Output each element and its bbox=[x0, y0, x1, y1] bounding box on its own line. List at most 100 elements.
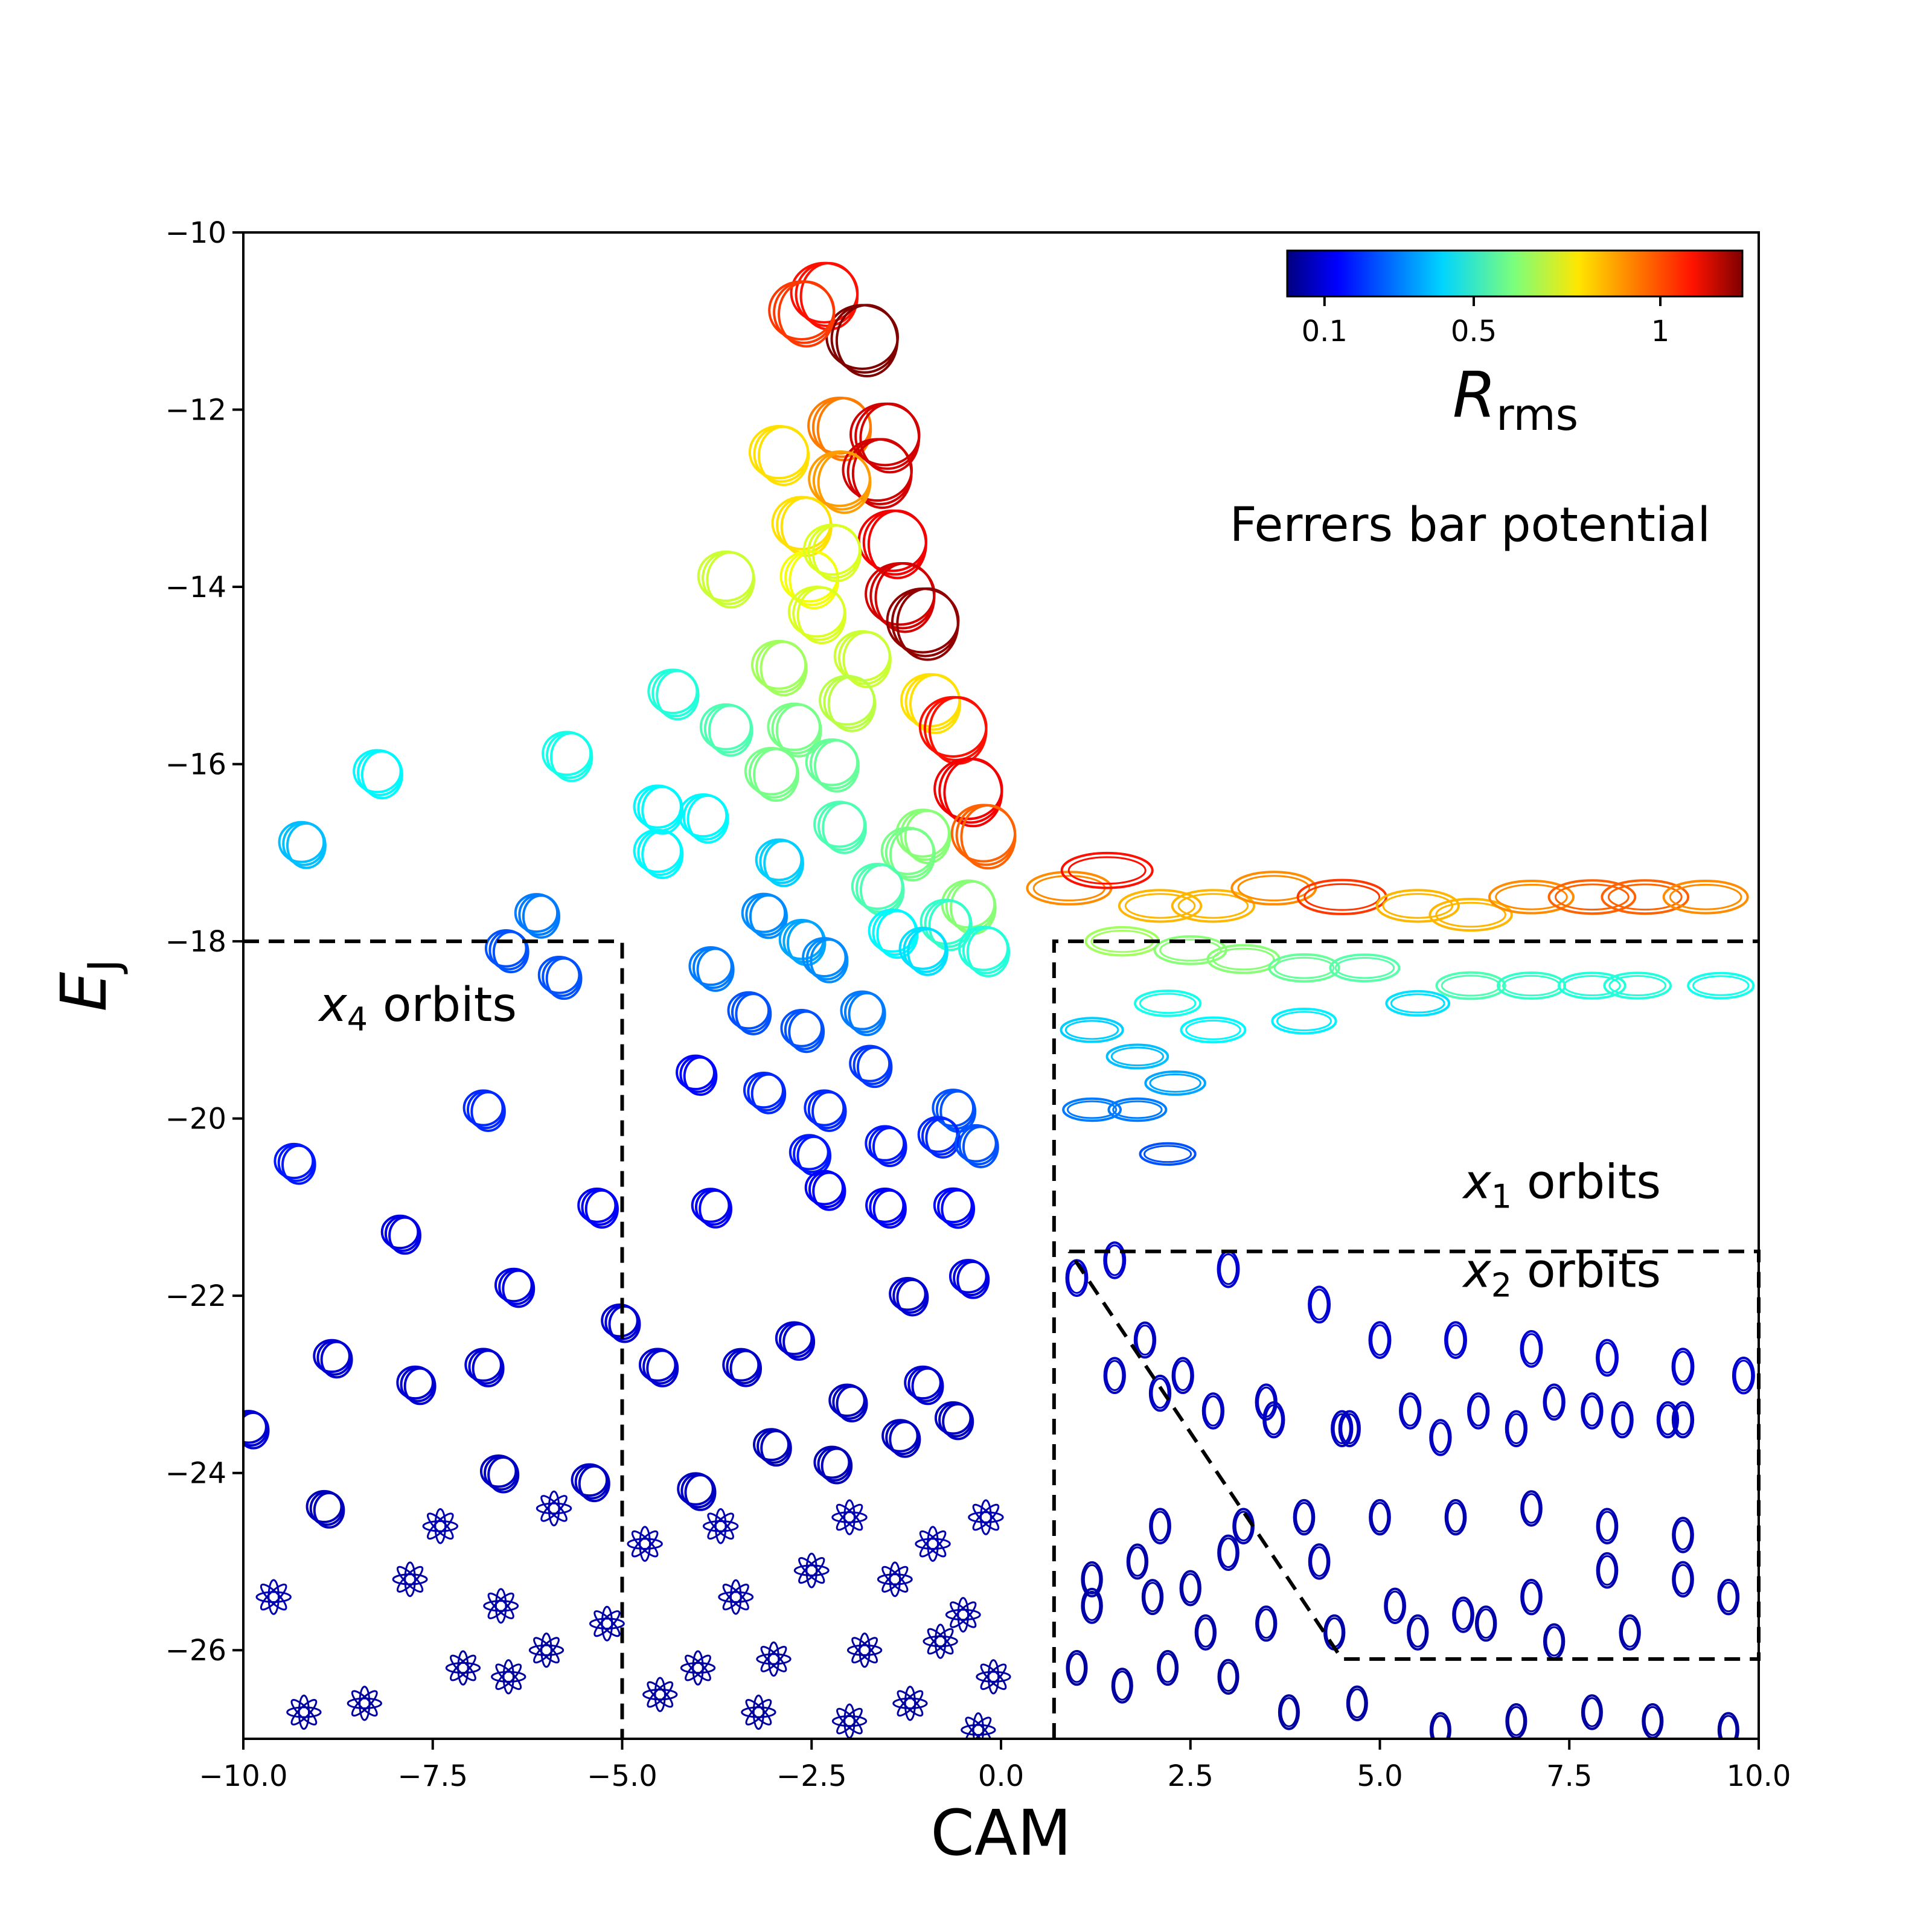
orbit-point bbox=[1717, 1578, 1740, 1616]
orbit-point bbox=[898, 926, 948, 976]
orbit-point bbox=[968, 1499, 1004, 1535]
region-label-var: x bbox=[1462, 1156, 1492, 1210]
orbit-point bbox=[849, 402, 921, 474]
y-tick-label: −20 bbox=[165, 1102, 226, 1136]
orbit-point bbox=[537, 956, 583, 1000]
orbit-point bbox=[445, 1650, 481, 1686]
orbit-point bbox=[542, 731, 593, 782]
orbit-point bbox=[819, 674, 877, 732]
orbit-point bbox=[1467, 1392, 1490, 1430]
orbit-point bbox=[1194, 1614, 1217, 1651]
orbit-point bbox=[396, 1365, 437, 1406]
orbit-point bbox=[1435, 971, 1506, 1000]
y-tick-label: −22 bbox=[165, 1279, 226, 1313]
x-tick-label: 10.0 bbox=[1727, 1759, 1791, 1793]
orbit-point bbox=[945, 1597, 981, 1633]
x-tick-label: −10.0 bbox=[199, 1759, 287, 1793]
orbit-point bbox=[1111, 1668, 1133, 1704]
orbit-point bbox=[1672, 1561, 1694, 1598]
y-axis-label-sub: J bbox=[78, 959, 129, 974]
orbit-point bbox=[828, 1383, 868, 1423]
orbit-point bbox=[842, 438, 913, 510]
colorbar-ticks: 0.1 0.5 1 bbox=[1302, 296, 1670, 348]
region-label: x4 orbits bbox=[318, 978, 517, 1038]
orbit-point bbox=[1134, 990, 1202, 1017]
orbit-point bbox=[1144, 1070, 1206, 1096]
orbit-point bbox=[793, 1552, 830, 1588]
orbit-point bbox=[1596, 1339, 1619, 1377]
orbit-point bbox=[1139, 1142, 1197, 1166]
orbit-point bbox=[1520, 1490, 1543, 1527]
orbit-point bbox=[577, 1187, 619, 1229]
orbit-point bbox=[1429, 1419, 1452, 1456]
orbit-point bbox=[1308, 1285, 1331, 1324]
orbit-point bbox=[1596, 1552, 1619, 1589]
y-tick-label: −14 bbox=[165, 571, 226, 604]
orbit-point bbox=[1452, 1596, 1474, 1633]
orbit-point bbox=[976, 1659, 1011, 1695]
region-label: x1 orbits bbox=[1462, 1156, 1662, 1216]
orbit-point bbox=[780, 1009, 825, 1054]
orbit-point bbox=[491, 1659, 526, 1695]
orbit-point bbox=[1103, 1241, 1127, 1279]
orbit-point bbox=[699, 703, 753, 757]
orbit-point bbox=[1308, 1543, 1331, 1580]
region-label-text: orbits bbox=[1512, 1244, 1661, 1299]
orbit-point bbox=[933, 757, 1003, 828]
orbit-point bbox=[1081, 1587, 1103, 1624]
orbit-point bbox=[1329, 953, 1401, 983]
orbit-point bbox=[1662, 879, 1749, 915]
orbit-point bbox=[1107, 1097, 1168, 1122]
orbit-point bbox=[768, 280, 836, 348]
orbit-point bbox=[1385, 990, 1451, 1017]
orbit-point bbox=[1558, 971, 1627, 1000]
orbit-point bbox=[633, 784, 684, 835]
orbit-point bbox=[849, 1044, 893, 1089]
orbit-point bbox=[1171, 1357, 1194, 1395]
orbit-point bbox=[1505, 1410, 1528, 1448]
orbit-point bbox=[702, 1508, 739, 1544]
region-label-text: orbits bbox=[1512, 1156, 1661, 1210]
orbit-point bbox=[1338, 1410, 1361, 1448]
y-tick-label: −24 bbox=[165, 1457, 226, 1491]
region-label-sub: 2 bbox=[1491, 1267, 1512, 1305]
orbit-point bbox=[1429, 1712, 1451, 1739]
orbit-point bbox=[627, 1526, 663, 1562]
orbit-point bbox=[1384, 1587, 1406, 1625]
orbit-point bbox=[802, 523, 862, 583]
orbit-point bbox=[1520, 1329, 1543, 1368]
x-axis-label: CAM bbox=[930, 1796, 1072, 1870]
orbit-point bbox=[805, 738, 860, 793]
y-tick-label: −10 bbox=[165, 216, 226, 250]
orbit-point bbox=[1547, 879, 1637, 915]
orbit-point bbox=[1732, 1356, 1755, 1395]
x-tick-label: 0.0 bbox=[978, 1759, 1024, 1793]
orbit-point bbox=[353, 749, 403, 799]
orbit-point bbox=[722, 1348, 763, 1387]
orbit-point bbox=[528, 1633, 565, 1668]
orbit-point bbox=[1271, 1007, 1337, 1035]
orbit-point bbox=[1157, 1649, 1179, 1686]
orbit-point bbox=[1133, 1321, 1157, 1359]
orbit-point bbox=[1375, 889, 1460, 923]
orbit-point bbox=[889, 1276, 929, 1317]
orbit-point bbox=[1118, 889, 1203, 923]
orbit-point bbox=[1171, 889, 1256, 923]
orbit-point bbox=[462, 1089, 506, 1132]
colorbar-tick-label: 1 bbox=[1651, 315, 1670, 348]
orbit-point bbox=[1399, 1392, 1422, 1430]
orbit-point bbox=[1060, 851, 1154, 889]
orbit-point bbox=[1543, 1383, 1566, 1421]
chart-annotation: Ferrers bar potential bbox=[1230, 498, 1710, 552]
orbit-point bbox=[305, 1489, 345, 1529]
orbit-point bbox=[1581, 1392, 1604, 1430]
orbit-point bbox=[892, 1686, 928, 1721]
orbit-point bbox=[718, 1579, 754, 1615]
orbit-point bbox=[464, 1348, 505, 1387]
orbit-point bbox=[642, 1677, 678, 1712]
orbit-point bbox=[756, 1641, 792, 1677]
orbit-point bbox=[1255, 1605, 1278, 1642]
colorbar-tick-label: 0.1 bbox=[1302, 315, 1348, 348]
orbit-point bbox=[1081, 1561, 1103, 1598]
orbit-point bbox=[775, 1321, 816, 1361]
